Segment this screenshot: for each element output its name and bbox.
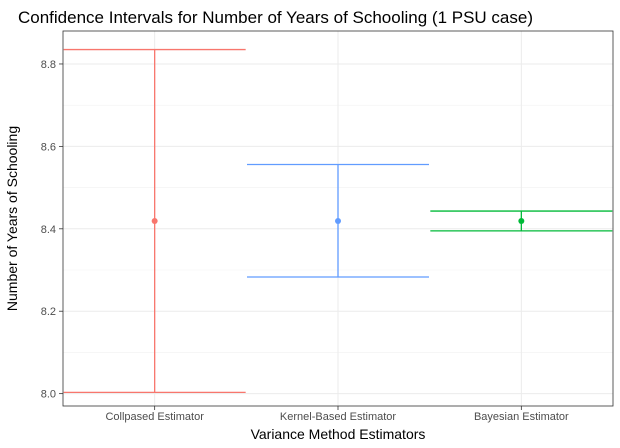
x-tick-label: Bayesian Estimator [474, 411, 569, 423]
y-tick-label: 8.0 [41, 389, 56, 401]
y-tick-label: 8.8 [41, 59, 56, 71]
x-axis-title: Variance Method Estimators [251, 426, 426, 442]
point-estimate [518, 217, 525, 224]
y-tick-label: 8.4 [41, 224, 56, 236]
y-tick-label: 8.6 [41, 141, 56, 153]
y-axis-ticks: 8.0 8.2 8.4 8.6 8.8 [41, 59, 63, 401]
y-tick-label: 8.2 [41, 306, 56, 318]
point-estimate [151, 217, 158, 224]
x-tick-label: Kernel-Based Estimator [280, 411, 396, 423]
point-estimate [335, 217, 341, 224]
chart-title: Confidence Intervals for Number of Years… [18, 8, 533, 27]
x-axis-ticks: Collpased Estimator Kernel-Based Estimato… [105, 406, 569, 423]
error-bars [63, 48, 613, 394]
x-tick-label: Collpased Estimator [105, 411, 204, 423]
y-axis-title: Number of Years of Schooling [4, 126, 20, 311]
